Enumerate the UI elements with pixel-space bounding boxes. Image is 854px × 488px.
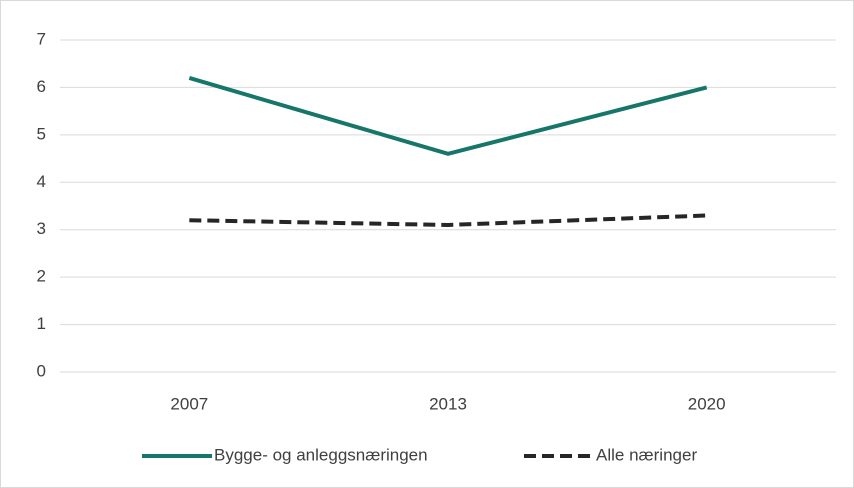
x-tick-label: 2020 [688,394,726,413]
y-tick-label: 3 [37,219,46,238]
series-line [188,76,708,156]
y-tick-label: 1 [37,314,46,333]
y-tick-label: 6 [37,77,46,96]
x-tick-label: 2013 [429,394,467,413]
y-tick-label: 4 [37,172,46,191]
y-tick-label: 2 [37,267,46,286]
series-line [189,213,707,227]
y-tick-label: 5 [37,124,46,143]
y-tick-label: 7 [37,29,46,48]
legend-label: Bygge- og anleggsnæringen [214,445,428,464]
y-tick-label: 0 [37,361,46,380]
legend-label: Alle næringer [596,445,697,464]
x-tick-label: 2007 [170,394,208,413]
